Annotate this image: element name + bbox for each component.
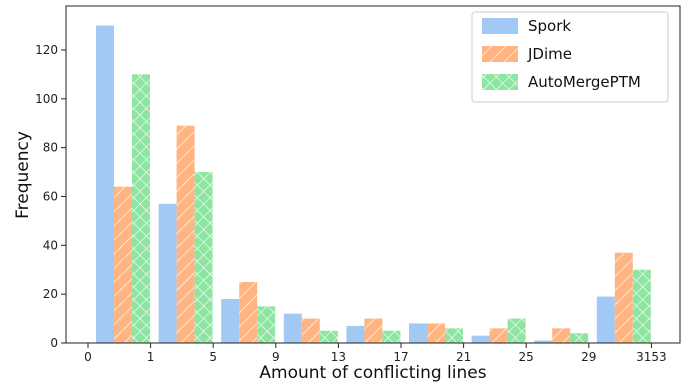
bar-automergeptm-0 (132, 74, 150, 344)
bar-spork-6 (471, 335, 490, 343)
y-tick-label: 20 (43, 287, 58, 301)
legend-label: AutoMergePTM (528, 73, 641, 91)
y-tick-label: 80 (43, 141, 58, 155)
bar-spork-3 (283, 313, 302, 343)
x-axis: 0 1 5 9 13 17 21 25 29 3153 (84, 343, 667, 364)
x-tick-label: 9 (272, 350, 280, 364)
x-tick-label: 5 (209, 350, 217, 364)
legend-item-automergeptm: AutoMergePTM (482, 73, 641, 91)
x-axis-title: Amount of conflicting lines (259, 363, 486, 383)
y-tick-label: 0 (50, 336, 58, 350)
bar-jdime-7 (552, 328, 571, 343)
x-tick-label: 25 (519, 350, 534, 364)
bar-jdime-2 (239, 281, 258, 343)
bar-automergeptm-5 (445, 328, 463, 343)
y-tick-label: 100 (35, 92, 58, 106)
bar-jdime-6 (489, 328, 508, 343)
y-axis-title: Frequency (13, 131, 33, 219)
bar-jdime-3 (301, 318, 320, 343)
legend-item-spork: Spork (482, 17, 571, 35)
x-tick-label: 3153 (636, 350, 667, 364)
x-tick-label: 13 (331, 350, 346, 364)
bar-automergeptm-6 (507, 318, 526, 343)
legend-box (471, 11, 669, 103)
y-axis: 0 20 40 60 80 100 120 (35, 43, 66, 350)
y-tick-label: 40 (43, 238, 58, 252)
x-tick-label: 0 (84, 350, 92, 364)
legend-item-jdime: JDime (482, 45, 572, 63)
legend-swatch (482, 18, 518, 34)
plot-frame (65, 5, 681, 344)
bar-spork-4 (346, 325, 365, 343)
bar-automergeptm-2 (257, 306, 276, 343)
x-tick-label: 29 (581, 350, 596, 364)
bar-automergeptm-8 (632, 269, 651, 343)
y-tick-label: 120 (35, 43, 58, 57)
bar-spork-1 (158, 203, 177, 343)
bar-spork-5 (409, 323, 427, 343)
x-tick-label: 21 (456, 350, 471, 364)
bar-automergeptm-7 (570, 333, 589, 343)
bar-spork-8 (596, 296, 615, 343)
x-tick-label: 17 (393, 350, 408, 364)
legend-label: JDime (527, 45, 572, 63)
bar-jdime-4 (364, 318, 383, 343)
bar-spork-0 (96, 25, 114, 344)
legend-label: Spork (528, 17, 571, 35)
bar-spork-2 (221, 299, 240, 343)
bars-layer (96, 25, 651, 344)
bar-automergeptm-4 (382, 330, 401, 343)
y-tick-label: 60 (43, 189, 58, 203)
bar-jdime-0 (114, 186, 132, 343)
bar-jdime-1 (176, 125, 195, 343)
bar-jdime-8 (614, 252, 633, 343)
bar-jdime-5 (427, 323, 445, 343)
x-tick-label: 1 (147, 350, 155, 364)
bar-automergeptm-1 (194, 172, 213, 343)
bar-spork-7 (534, 340, 553, 343)
legend: Spork JDime AutoMergePTM (471, 11, 669, 103)
bar-automergeptm-3 (319, 330, 338, 343)
